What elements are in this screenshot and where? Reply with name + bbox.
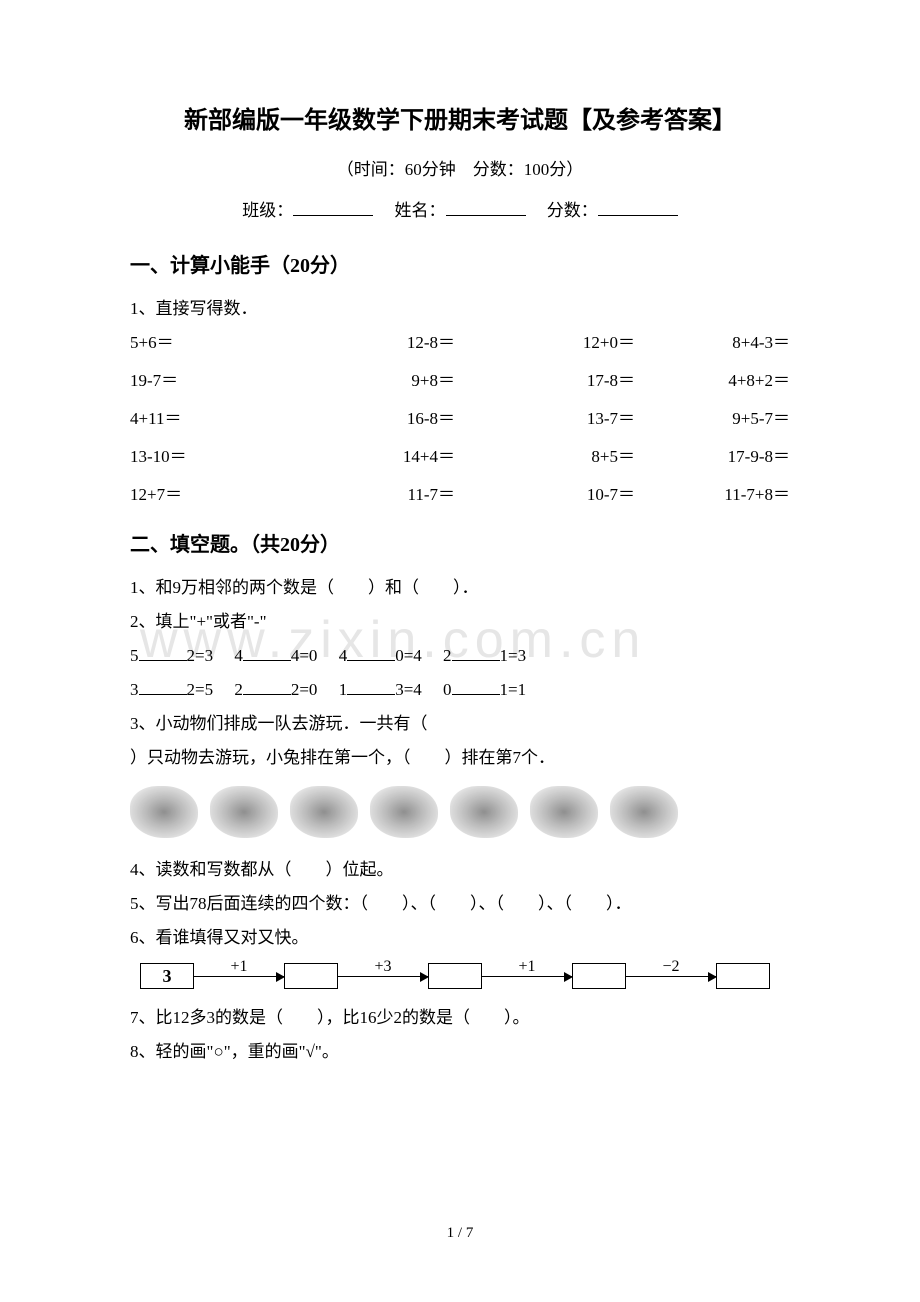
- q2-5: 5、写出78后面连续的四个数：（ ）、（ ）、（ ）、（ ）．: [130, 887, 790, 921]
- arith-cell: 14+4＝: [315, 440, 495, 474]
- arith-cell: 8+5＝: [495, 440, 675, 474]
- section-1-header: 一、计算小能手（20分）: [130, 249, 790, 278]
- arith-row: 19-7＝ 9+8＝ 17-8＝ 4+8+2＝: [130, 364, 790, 398]
- flow-diagram: 3 +1 +3 +1 −2: [140, 963, 790, 989]
- q2-7: 7、比12多3的数是（ ），比16少2的数是（ ）。: [130, 1001, 790, 1035]
- arith-cell: 12-8＝: [315, 326, 495, 360]
- q2-3a: 3、小动物们排成一队去游玩．一共有（: [130, 707, 790, 741]
- q2-8: 8、轻的画"○"，重的画"√"。: [130, 1035, 790, 1069]
- fill-a: 2: [443, 646, 452, 665]
- fill-a: 0: [443, 680, 452, 699]
- fill-a: 5: [130, 646, 139, 665]
- animal-icon: [370, 786, 438, 838]
- arith-cell: 10-7＝: [495, 478, 675, 512]
- fill-blank: [452, 678, 500, 695]
- fill-b: 2=5: [187, 680, 214, 699]
- arith-cell: 11-7＝: [315, 478, 495, 512]
- arith-cell: 9+5-7＝: [675, 402, 790, 436]
- fill-b: 2=3: [187, 646, 214, 665]
- page-number: 1 / 7: [0, 1225, 920, 1242]
- arith-row: 12+7＝ 11-7＝ 10-7＝ 11-7+8＝: [130, 478, 790, 512]
- fill-blank: [139, 644, 187, 661]
- fill-blank: [452, 644, 500, 661]
- arith-cell: 19-7＝: [130, 364, 315, 398]
- fill-b: 0=4: [395, 646, 422, 665]
- animal-icon: [210, 786, 278, 838]
- fill-blank: [139, 678, 187, 695]
- fill-row-1: 5 2=3 4 4=0 4 0=4 2 1=3: [130, 639, 790, 673]
- arith-cell: 5+6＝: [130, 326, 315, 360]
- animal-icon: [450, 786, 518, 838]
- arith-cell: 17-8＝: [495, 364, 675, 398]
- animal-row: [130, 781, 790, 843]
- arith-cell: 13-7＝: [495, 402, 675, 436]
- name-blank: [446, 215, 526, 216]
- fill-b: 3=4: [395, 680, 422, 699]
- animal-icon: [290, 786, 358, 838]
- arith-cell: 8+4-3＝: [675, 326, 790, 360]
- q1-text: 1、直接写得数．: [130, 292, 790, 326]
- arith-cell: 16-8＝: [315, 402, 495, 436]
- arith-cell: 13-10＝: [130, 440, 315, 474]
- arith-cell: 4+11＝: [130, 402, 315, 436]
- flow-box: [428, 963, 482, 989]
- arith-cell: 12+0＝: [495, 326, 675, 360]
- flow-seg: +3: [338, 976, 428, 977]
- fill-blank: [347, 644, 395, 661]
- class-label: 班级：: [242, 201, 293, 220]
- flow-arrow-icon: [194, 976, 284, 977]
- arith-row: 5+6＝ 12-8＝ 12+0＝ 8+4-3＝: [130, 326, 790, 360]
- flow-op: +1: [482, 958, 572, 976]
- flow-box: [716, 963, 770, 989]
- flow-seg: +1: [482, 976, 572, 977]
- flow-arrow-icon: [338, 976, 428, 977]
- animal-icon: [530, 786, 598, 838]
- flow-box: [572, 963, 626, 989]
- fill-a: 3: [130, 680, 139, 699]
- arith-cell: 12+7＝: [130, 478, 315, 512]
- fill-a: 4: [234, 646, 243, 665]
- fill-row-2: 3 2=5 2 2=0 1 3=4 0 1=1: [130, 673, 790, 707]
- q2-3b: ）只动物去游玩，小兔排在第一个，（ ）排在第7个．: [130, 741, 790, 775]
- score-blank: [598, 215, 678, 216]
- section-2-header: 二、填空题。（共20分）: [130, 528, 790, 557]
- fill-b: 2=0: [291, 680, 318, 699]
- animal-icon: [130, 786, 198, 838]
- q2-4: 4、读数和写数都从（ ）位起。: [130, 853, 790, 887]
- arith-row: 4+11＝ 16-8＝ 13-7＝ 9+5-7＝: [130, 402, 790, 436]
- flow-seg: −2: [626, 976, 716, 977]
- fill-blank: [243, 678, 291, 695]
- flow-op: −2: [626, 958, 716, 976]
- flow-arrow-icon: [482, 976, 572, 977]
- flow-op: +1: [194, 958, 284, 976]
- animal-icon: [610, 786, 678, 838]
- student-info-line: 班级： 姓名： 分数：: [130, 196, 790, 221]
- fill-a: 1: [339, 680, 348, 699]
- name-label: 姓名：: [395, 201, 446, 220]
- flow-seg: +1: [194, 976, 284, 977]
- fill-b: 1=1: [500, 680, 527, 699]
- fill-blank: [243, 644, 291, 661]
- arith-cell: 9+8＝: [315, 364, 495, 398]
- fill-b: 4=0: [291, 646, 318, 665]
- flow-box: [284, 963, 338, 989]
- arith-cell: 4+8+2＝: [675, 364, 790, 398]
- arith-cell: 11-7+8＝: [675, 478, 790, 512]
- fill-a: 4: [339, 646, 348, 665]
- arith-cell: 17-9-8＝: [675, 440, 790, 474]
- q2-1: 1、和9万相邻的两个数是（ ）和（ ）．: [130, 571, 790, 605]
- flow-arrow-icon: [626, 976, 716, 977]
- flow-op: +3: [338, 958, 428, 976]
- fill-a: 2: [234, 680, 243, 699]
- subtitle: （时间：60分钟 分数：100分）: [130, 155, 790, 180]
- q2-6: 6、看谁填得又对又快。: [130, 921, 790, 955]
- arith-row: 13-10＝ 14+4＝ 8+5＝ 17-9-8＝: [130, 440, 790, 474]
- class-blank: [293, 215, 373, 216]
- score-label: 分数：: [547, 201, 598, 220]
- page-title: 新部编版一年级数学下册期末考试题【及参考答案】: [130, 100, 790, 135]
- fill-b: 1=3: [500, 646, 527, 665]
- q2-2: 2、填上"+"或者"-": [130, 605, 790, 639]
- flow-start-box: 3: [140, 963, 194, 989]
- fill-blank: [347, 678, 395, 695]
